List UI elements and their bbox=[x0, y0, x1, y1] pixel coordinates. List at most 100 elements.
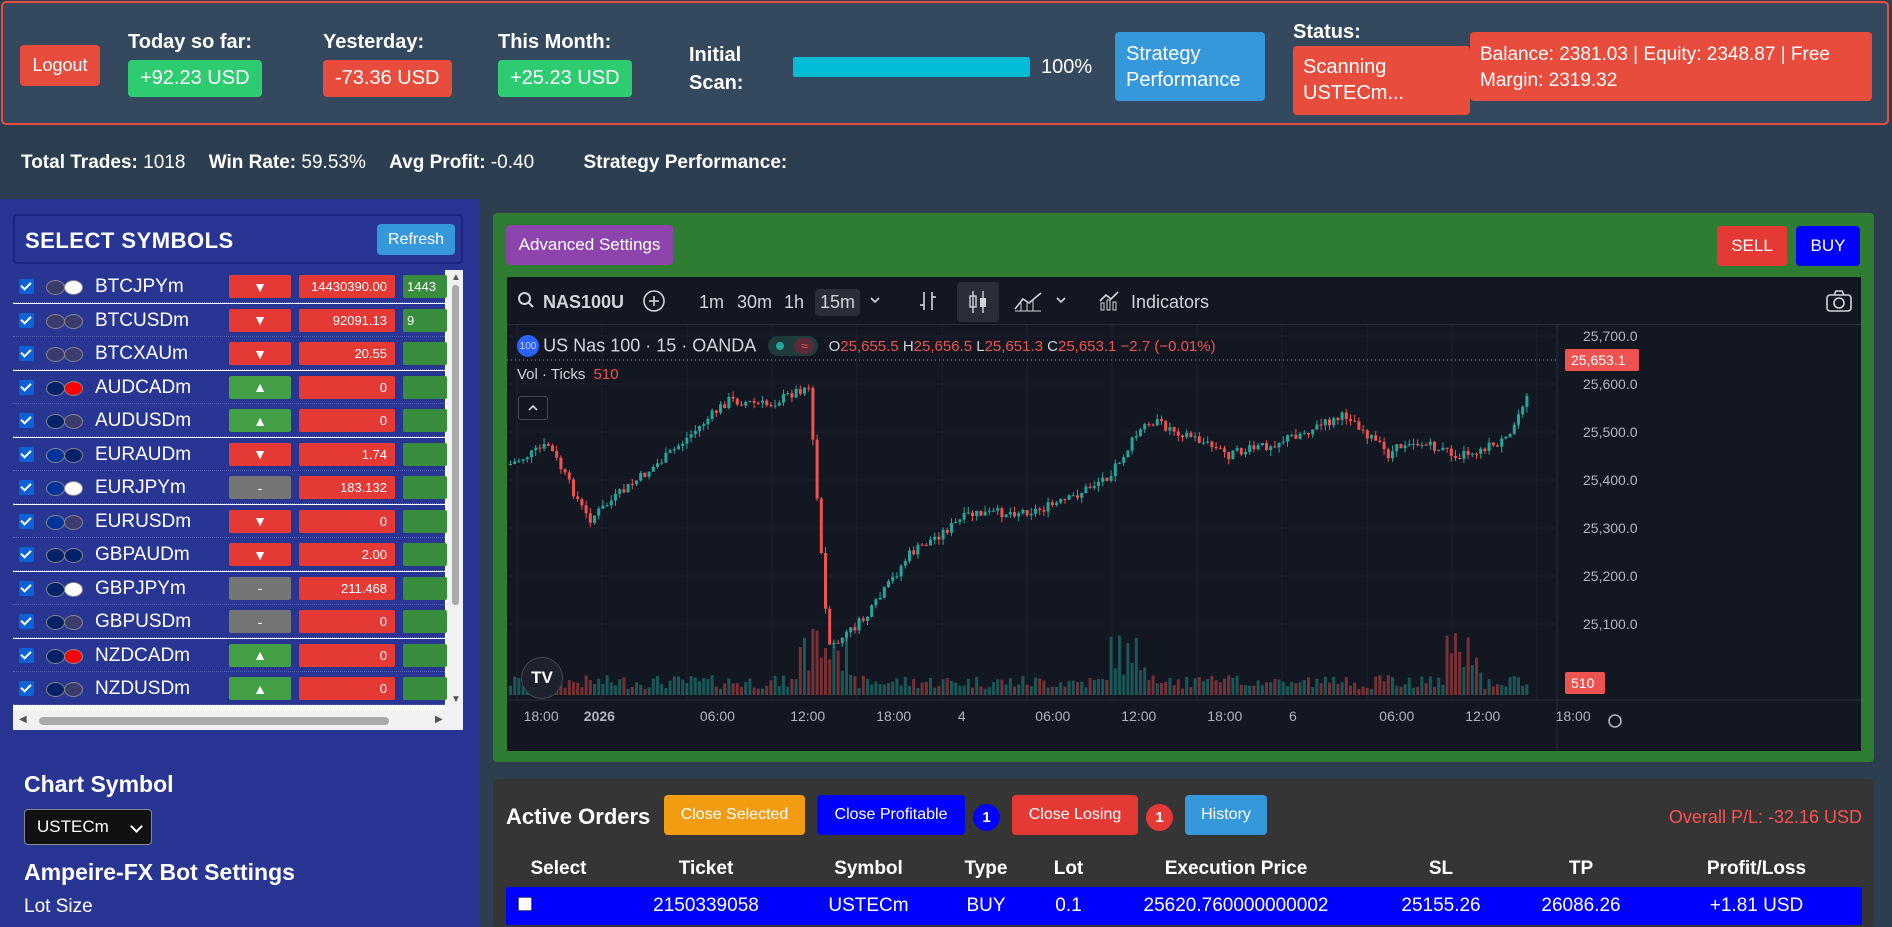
trade-stats: Total Trades: 1018 Win Rate: 59.53% Avg … bbox=[21, 152, 787, 174]
strategy-performance-button[interactable]: Strategy Performance bbox=[1115, 32, 1265, 101]
tradingview-logo-icon[interactable]: TV bbox=[521, 657, 563, 699]
candle-body bbox=[677, 446, 680, 450]
candle-body bbox=[895, 576, 899, 578]
symbol-row[interactable]: GBPAUDm ▼ 2.00 bbox=[13, 538, 447, 571]
indicators-button[interactable]: Indicators bbox=[1131, 292, 1210, 312]
interval-30m[interactable]: 30m bbox=[737, 292, 773, 312]
candle-body bbox=[832, 642, 836, 645]
candle-body bbox=[861, 618, 865, 621]
volume-bar bbox=[1210, 676, 1214, 695]
symbol-checkbox[interactable] bbox=[19, 580, 34, 596]
candle-body bbox=[815, 439, 819, 499]
volume-bar bbox=[836, 650, 840, 695]
symbol-row[interactable]: GBPUSDm -0 bbox=[13, 605, 447, 638]
symbol-checkbox[interactable] bbox=[19, 547, 34, 562]
chevron-down-icon[interactable] bbox=[869, 291, 881, 314]
volume-bar bbox=[740, 686, 743, 695]
candle-body bbox=[1126, 450, 1130, 458]
symbol-row[interactable]: NZDCADm ▲ 0 bbox=[13, 638, 447, 672]
volume-bar bbox=[1122, 674, 1126, 695]
search-icon[interactable] bbox=[517, 291, 535, 314]
col-type: Type bbox=[964, 858, 1008, 879]
buy-button[interactable]: BUY bbox=[1796, 226, 1860, 266]
symbol-row[interactable]: BTCJPYm ▼ 14430390.00 1443 bbox=[13, 270, 447, 303]
orders-header-row: Select Ticket Symbol Type Lot Execution … bbox=[506, 851, 1862, 887]
close-selected-button[interactable]: Close Selected bbox=[664, 795, 805, 835]
symbol-checkbox[interactable] bbox=[19, 379, 34, 395]
camera-icon[interactable] bbox=[1825, 289, 1853, 318]
sell-button[interactable]: SELL bbox=[1717, 226, 1787, 266]
symbol-list[interactable]: BTCJPYm ▼ 14430390.00 1443 BTCUSDm ▼ 92091.13 9… bbox=[13, 270, 463, 730]
candle-body bbox=[819, 498, 823, 554]
advanced-settings-button[interactable]: Advanced Settings bbox=[506, 225, 673, 265]
volume-bar bbox=[1370, 688, 1373, 695]
table-row[interactable]: 2150339058 USTECm BUY 0.1 25620.76000000… bbox=[506, 887, 1862, 925]
chevron-down-icon[interactable] bbox=[1055, 291, 1067, 314]
indicators-icon[interactable] bbox=[1097, 289, 1121, 318]
refresh-button[interactable]: Refresh bbox=[377, 224, 455, 255]
candles-style-icon[interactable] bbox=[957, 282, 999, 322]
symbol-row[interactable]: NZDUSDm ▲ 0 bbox=[13, 672, 447, 705]
scroll-down-icon[interactable]: ▼ bbox=[451, 694, 461, 705]
tradingview-chart[interactable]: NAS100U 1m 30m 1h 15m bbox=[507, 277, 1861, 751]
candle-body bbox=[1202, 442, 1205, 444]
chart-symbol-select[interactable]: USTECm bbox=[24, 809, 152, 845]
compare-plus-icon[interactable] bbox=[642, 289, 666, 318]
volume-bar bbox=[1193, 678, 1197, 695]
scroll-right-icon[interactable]: ▶ bbox=[435, 714, 443, 725]
row-checkbox[interactable] bbox=[518, 897, 532, 911]
symbol-checkbox[interactable] bbox=[19, 681, 34, 696]
candle-body bbox=[803, 387, 806, 394]
symbol-checkbox[interactable] bbox=[19, 647, 34, 663]
interval-1h[interactable]: 1h bbox=[784, 292, 805, 312]
volume-bar bbox=[698, 681, 701, 695]
horizontal-scrollbar[interactable]: ◀ ▶ bbox=[13, 710, 463, 730]
candle-body bbox=[1063, 499, 1067, 501]
symbol-checkbox[interactable] bbox=[19, 346, 34, 361]
volume-bar bbox=[903, 676, 907, 695]
symbol-checkbox[interactable] bbox=[19, 446, 34, 462]
candle-body bbox=[664, 452, 668, 463]
candle-body bbox=[735, 398, 739, 405]
bar-style-icon[interactable] bbox=[917, 289, 939, 318]
candle-body bbox=[962, 512, 966, 520]
candle-body bbox=[685, 437, 689, 444]
history-button[interactable]: History bbox=[1185, 795, 1267, 835]
symbol-row[interactable]: AUDUSDm ▲ 0 bbox=[13, 404, 447, 437]
collapse-legend-button[interactable] bbox=[518, 396, 548, 420]
candle-body bbox=[618, 489, 622, 494]
chart-symbol-search[interactable]: NAS100U bbox=[543, 292, 625, 312]
volume-bar bbox=[1038, 678, 1042, 695]
vertical-scroll-thumb[interactable] bbox=[452, 285, 459, 605]
symbol-row[interactable]: BTCXAUm ▼ 20.55 bbox=[13, 337, 447, 370]
symbol-checkbox[interactable] bbox=[19, 513, 34, 529]
symbol-checkbox[interactable] bbox=[19, 413, 34, 428]
scroll-up-icon[interactable]: ▲ bbox=[451, 272, 461, 283]
close-profitable-button[interactable]: Close Profitable bbox=[817, 795, 965, 835]
close-losing-button[interactable]: Close Losing bbox=[1012, 795, 1138, 835]
horizontal-scroll-thumb[interactable] bbox=[39, 717, 389, 725]
symbol-row[interactable]: BTCUSDm ▼ 92091.13 9 bbox=[13, 303, 447, 337]
symbol-row[interactable]: EURJPYm -183.132 bbox=[13, 471, 447, 504]
symbol-checkbox[interactable] bbox=[19, 480, 34, 495]
symbol-checkbox[interactable] bbox=[19, 279, 34, 294]
candle-body bbox=[622, 489, 626, 493]
price-chart-canvas[interactable]: 25,700.0 25,600.0 25,500.0 25,400.0 25,300.0… bbox=[507, 325, 1861, 751]
yesterday-title: Yesterday: bbox=[323, 31, 425, 53]
symbol-checkbox[interactable] bbox=[19, 614, 34, 629]
vertical-scrollbar[interactable]: ▲ ▼ bbox=[447, 270, 463, 710]
interval-15m[interactable]: 15m bbox=[815, 289, 861, 316]
area-style-icon[interactable] bbox=[1013, 289, 1043, 318]
symbol-row[interactable]: EURAUDm ▼ 1.74 bbox=[13, 437, 447, 471]
scroll-left-icon[interactable]: ◀ bbox=[19, 714, 27, 725]
symbol-row[interactable]: AUDCADm ▲ 0 bbox=[13, 370, 447, 404]
symbol-row[interactable]: EURUSDm ▼ 0 bbox=[13, 504, 447, 538]
symbol-row[interactable]: GBPJPYm -211.468 bbox=[13, 571, 447, 605]
symbol-checkbox[interactable] bbox=[19, 312, 34, 328]
interval-1m[interactable]: 1m bbox=[699, 292, 725, 312]
volume-bar bbox=[689, 676, 693, 695]
candle-body bbox=[1176, 431, 1180, 436]
logout-button[interactable]: Logout bbox=[20, 45, 100, 86]
candle-body bbox=[836, 642, 840, 644]
volume-bar bbox=[1134, 638, 1138, 695]
